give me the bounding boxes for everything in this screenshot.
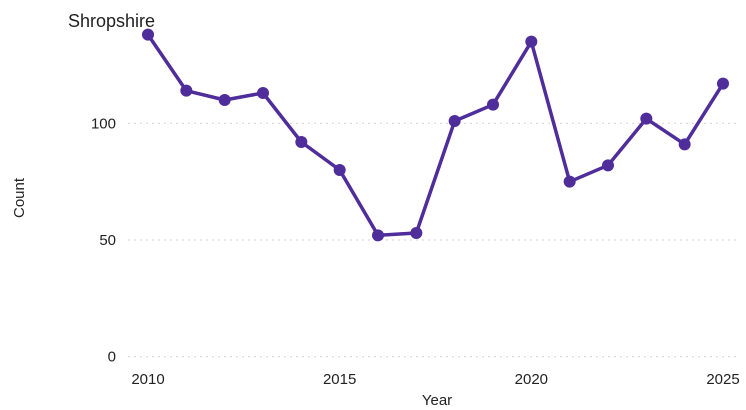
y-tick-label: 50 <box>99 232 116 249</box>
data-point <box>602 159 614 172</box>
grid-lines <box>128 122 740 358</box>
series-line <box>146 32 725 238</box>
data-point <box>717 77 729 90</box>
chart-title: Shropshire <box>68 11 155 31</box>
x-tick-label: 2015 <box>323 371 356 388</box>
x-tick-label: 2020 <box>515 371 548 388</box>
x-axis-label: Year <box>422 392 452 409</box>
data-point <box>372 229 384 242</box>
data-point <box>563 175 576 188</box>
y-tick-label: 100 <box>91 115 116 132</box>
data-point <box>295 136 308 148</box>
data-point <box>640 112 653 125</box>
y-tick-label: 0 <box>108 349 116 366</box>
data-point <box>142 28 154 41</box>
series-layer <box>142 28 729 242</box>
data-point <box>333 164 346 176</box>
data-point <box>410 227 423 239</box>
data-point <box>678 138 691 151</box>
x-tick-label: 2010 <box>131 371 164 388</box>
y-axis-label: Count <box>11 177 28 218</box>
x-tick-label: 2025 <box>706 371 739 388</box>
data-point <box>180 84 193 97</box>
y-axis-ticks: 0 50 100 <box>91 115 116 365</box>
x-axis-ticks: 2010 2015 2020 2025 <box>131 371 739 388</box>
data-point <box>257 87 269 99</box>
data-point <box>487 98 499 111</box>
data-point <box>525 35 538 48</box>
data-point <box>218 94 231 106</box>
data-point <box>448 115 461 127</box>
